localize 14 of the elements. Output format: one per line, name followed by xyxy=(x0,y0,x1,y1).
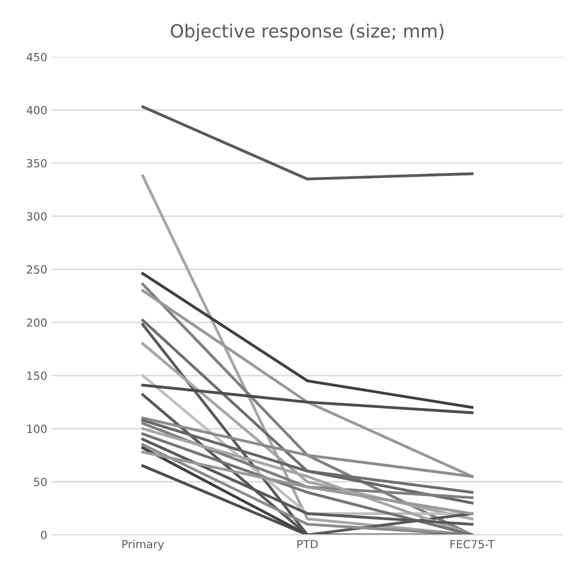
x-tick-label: FEC75-T xyxy=(450,540,495,548)
y-tick-label: 50 xyxy=(34,478,47,486)
y-tick-label: 100 xyxy=(27,424,47,434)
y-tick-label: 150 xyxy=(27,372,47,380)
y-tick-label: 200 xyxy=(26,318,47,327)
y-tick-label: 250 xyxy=(26,265,47,274)
y-tick-label: 300 xyxy=(26,212,47,221)
y-tick-label: 0 xyxy=(41,530,47,540)
y-tick-label: 400 xyxy=(26,106,47,114)
chart-title: Objective response (size; mm) xyxy=(170,24,444,42)
y-tick-label: 450 xyxy=(26,52,47,62)
x-tick-label: PTD xyxy=(297,540,318,548)
x-tick-label: Primary xyxy=(122,540,164,550)
y-tick-label: 350 xyxy=(26,159,47,168)
